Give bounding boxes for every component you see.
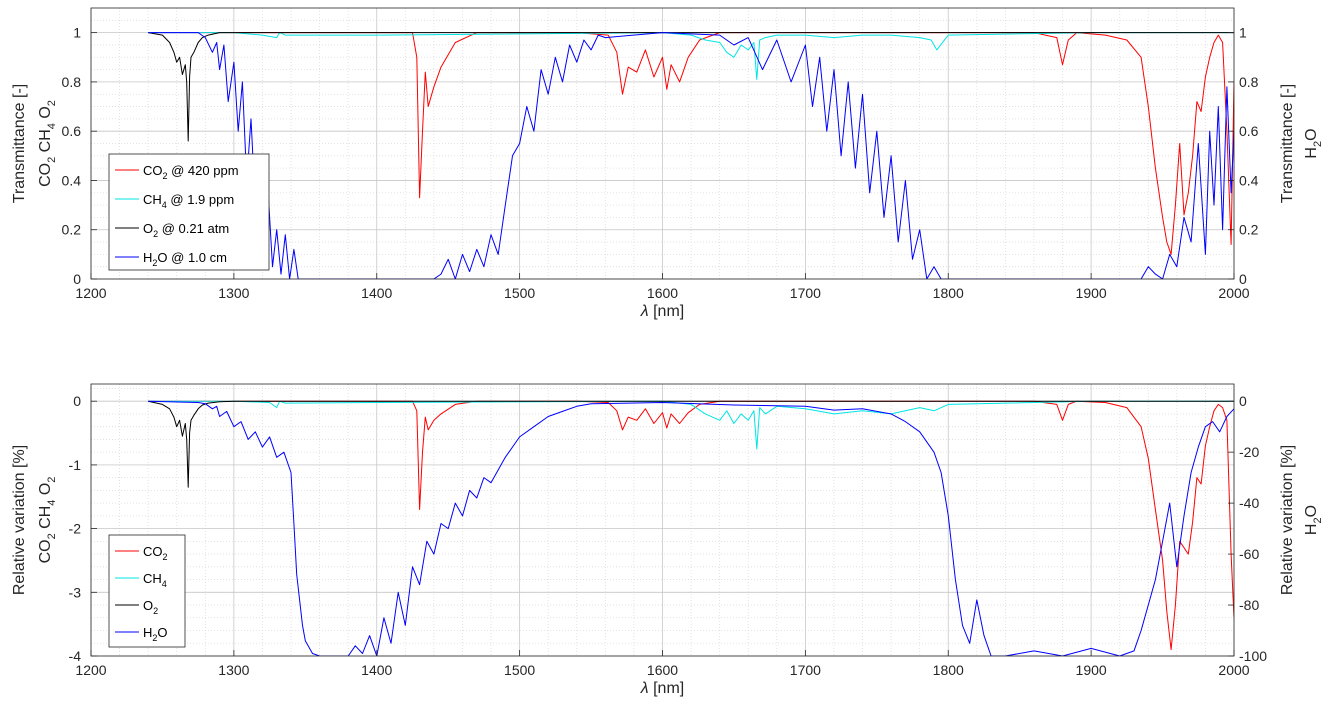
x-tick-label: 1400 — [361, 285, 392, 301]
series-line-1 — [148, 400, 1234, 651]
minor-grid — [91, 384, 1234, 657]
y-left-tick-label: 0 — [73, 271, 81, 287]
y-right-tick-label: 0.6 — [1239, 123, 1259, 139]
x-tick-label: 1900 — [1076, 285, 1107, 301]
series-line-2 — [148, 400, 1234, 450]
y-right-tick-label: 0 — [1239, 393, 1247, 409]
y-right-axis-label: Relative variation [%] — [1279, 445, 1296, 595]
y-right-tick-label: 1 — [1239, 25, 1247, 41]
minor-grid — [91, 7, 1234, 280]
y-right-tick-label: 0.8 — [1239, 74, 1259, 90]
y-left-axis-sublabel: CO2 CH4 O2 — [37, 477, 58, 564]
x-tick-label: 1500 — [504, 285, 535, 301]
y-left-tick-label: 0.4 — [62, 172, 82, 188]
series-line-4 — [148, 400, 1234, 656]
legend-box — [108, 153, 270, 271]
y-right-tick-label: -100 — [1239, 648, 1267, 664]
y-left-tick-label: 0 — [73, 393, 81, 409]
x-tick-label: 1300 — [218, 662, 249, 678]
y-right-tick-label: 0.4 — [1239, 172, 1259, 188]
x-axis-label: λ [nm] — [640, 680, 684, 697]
y-left-axis-sublabel: CO2 CH4 O2 — [37, 100, 58, 187]
series-group — [148, 400, 1234, 656]
x-tick-label: 1700 — [790, 285, 821, 301]
x-tick-label: 1400 — [361, 662, 392, 678]
y-right-tick-label: -80 — [1239, 597, 1259, 613]
y-right-axis-sublabel: H2O — [1303, 128, 1324, 158]
y-right-axis-sublabel: H2O — [1303, 505, 1324, 535]
series-line-3 — [148, 400, 1234, 488]
y-left-tick-label: -2 — [69, 521, 82, 537]
chart-panel-1: 1200 1300 1400 1500 1600 1700 1800 1900 200000.2… — [11, 7, 1324, 320]
x-tick-label: 1500 — [504, 662, 535, 678]
x-tick-label: 1200 — [75, 662, 106, 678]
series-line-3 — [148, 32, 1234, 142]
legend-entry-4: H2O @ 1.0 cm — [143, 250, 227, 268]
x-tick-label: 2000 — [1218, 662, 1249, 678]
y-left-tick-label: -3 — [69, 584, 82, 600]
x-tick-label: 1300 — [218, 285, 249, 301]
x-tick-label: 1200 — [75, 285, 106, 301]
legend: CO2 @ 420 ppm CH4 @ 1.9 ppm O2 @ 0.21 atm H… — [108, 153, 270, 271]
series-line-2 — [148, 32, 1234, 80]
x-tick-label: 1600 — [647, 285, 678, 301]
y-right-tick-label: -60 — [1239, 546, 1259, 562]
x-tick-label: 1800 — [933, 662, 964, 678]
legend-entry-4: H2O — [143, 625, 168, 643]
x-tick-label: 1900 — [1076, 662, 1107, 678]
x-tick-label: 1600 — [647, 662, 678, 678]
y-right-tick-label: -20 — [1239, 444, 1259, 460]
legend-entry-1: CO2 — [143, 544, 168, 562]
legend-box — [108, 534, 186, 648]
legend-entry-2: CH4 — [143, 571, 167, 589]
y-right-axis-label: Transmittance [-] — [1279, 84, 1296, 203]
legend-entry-1: CO2 @ 420 ppm — [143, 163, 239, 181]
series-line-1 — [148, 32, 1234, 255]
y-left-tick-label: 0.6 — [62, 123, 82, 139]
legend: CO2 CH4 O2 H2O — [108, 534, 186, 648]
y-left-tick-label: -1 — [69, 457, 82, 473]
x-tick-label: 1700 — [790, 662, 821, 678]
x-axis-label: λ [nm] — [640, 303, 684, 320]
legend-entry-3: O2 @ 0.21 atm — [143, 221, 229, 239]
y-left-tick-label: 0.2 — [62, 222, 82, 238]
y-left-axis-label: Relative variation [%] — [11, 445, 28, 595]
x-tick-label: 1800 — [933, 285, 964, 301]
y-left-tick-label: -4 — [69, 648, 82, 664]
y-right-tick-label: -40 — [1239, 495, 1259, 511]
legend-entry-3: O2 — [143, 598, 158, 616]
y-left-tick-label: 1 — [73, 25, 81, 41]
legend-entry-2: CH4 @ 1.9 ppm — [143, 192, 234, 210]
x-tick-label: 2000 — [1218, 285, 1249, 301]
y-left-tick-label: 0.8 — [62, 74, 82, 90]
chart-panel-2: 1200 1300 1400 1500 1600 1700 1800 1900 2000 -4 -3… — [11, 383, 1324, 697]
y-right-tick-label: 0 — [1239, 271, 1247, 287]
y-right-tick-label: 0.2 — [1239, 222, 1259, 238]
y-left-axis-label: Transmittance [-] — [11, 84, 28, 203]
